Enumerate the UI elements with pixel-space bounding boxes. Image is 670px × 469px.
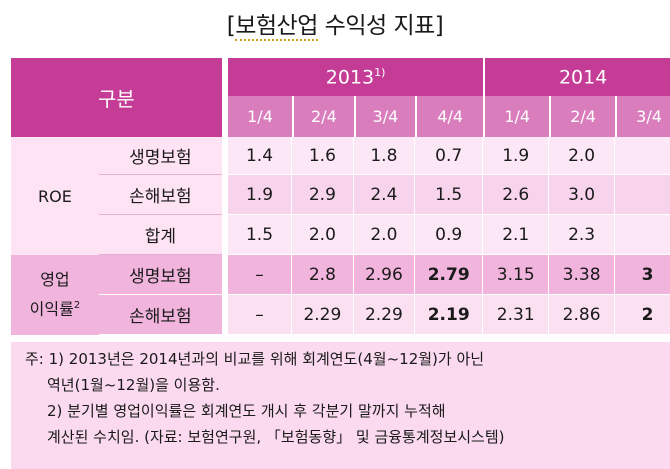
table-cell: 1.5: [221, 215, 293, 255]
table-cell: 3.0: [549, 175, 616, 215]
table-cell: [615, 215, 670, 255]
year-header-2013: 20131): [221, 58, 484, 96]
page-title: [보험산업 수익성 지표]: [0, 6, 670, 41]
table-cell: 1.8: [353, 137, 416, 175]
category-roe: ROE: [11, 137, 99, 255]
table-row: 합계 1.5 2.0 2.0 0.9 2.1 2.3: [11, 215, 670, 255]
table-cell: [615, 175, 670, 215]
table-cell: [615, 137, 670, 175]
row-label: 손해보험: [98, 175, 222, 215]
table-row: 손해보험 1.9 2.9 2.4 1.5 2.6 3.0: [11, 175, 670, 215]
row-label: 손해보험: [98, 295, 222, 335]
table-cell: 2.3: [549, 215, 616, 255]
quarter-header: 3/4: [353, 96, 416, 137]
table-cell: 2.86: [549, 295, 616, 335]
footnote-line: 2) 분기별 영업이익률은 회계연도 개시 후 각분기 말까지 누적해: [47, 402, 446, 420]
table-cell: 2.6: [483, 175, 550, 215]
table-cell: 1.4: [221, 137, 293, 175]
table-cell: 2.4: [353, 175, 416, 215]
table-cell: 2.0: [353, 215, 416, 255]
table-cell: 1.6: [292, 137, 354, 175]
quarter-header: 3/4: [615, 96, 670, 137]
category-label-line1: 영업: [40, 270, 70, 290]
title-bracket: [: [226, 13, 236, 39]
quarter-header: 4/4: [415, 96, 484, 137]
row-label: 합계: [98, 215, 222, 255]
table-row: ROE 생명보험 1.4 1.6 1.8 0.7 1.9 2.0: [11, 137, 670, 255]
table-row: 영업 이익률2 생명보험 – 2.8 2.96 2.79 3.15 3.38 3: [11, 255, 670, 335]
year-header-2014: 2014: [483, 58, 670, 96]
table-cell: 2.1: [483, 215, 550, 255]
footnote-line: 역년(1월~12월)을 이용함.: [47, 376, 220, 394]
quarter-header: 1/4: [221, 96, 293, 137]
table-cell: 2.9: [292, 175, 354, 215]
table-cell: –: [221, 255, 293, 295]
table-cell: 1.9: [483, 137, 550, 175]
table-cell: 3: [615, 255, 670, 295]
table-cell: 2.29: [292, 295, 354, 335]
table-cell: 2.0: [292, 215, 354, 255]
quarter-header: 2/4: [292, 96, 354, 137]
table-cell: 2.0: [549, 137, 616, 175]
table-cell: 2: [615, 295, 670, 335]
footnote-box: 주: 1) 2013년은 2014년과의 비교를 위해 회계연도(4월~12월)…: [11, 342, 670, 469]
category-operating-margin: 영업 이익률2: [11, 255, 99, 335]
table-cell: 1.9: [221, 175, 293, 215]
profitability-table: 구분 20131) 2014 1/4 2/4 3/4 4/4 1/4 2/4 3…: [11, 58, 670, 335]
footnote-line: 계산된 수치임. (자료: 보험연구원, 「보험동향」 및 금융통계정보시스템): [47, 428, 505, 446]
title-underlined-word: 보험산업: [235, 13, 318, 41]
table-row: 손해보험 – 2.29 2.29 2.19 2.31 2.86 2: [11, 295, 670, 335]
table-cell: 0.7: [415, 137, 484, 175]
table-cell: 2.29: [353, 295, 416, 335]
quarter-header: 1/4: [483, 96, 550, 137]
row-label: 생명보험: [98, 255, 222, 295]
table-cell: 0.9: [415, 215, 484, 255]
table-cell: 2.19: [415, 295, 484, 335]
category-label-line2: 이익률: [29, 299, 74, 319]
table-cell: 2.96: [353, 255, 416, 295]
footnote-line: 주: 1) 2013년은 2014년과의 비교를 위해 회계연도(4월~12월)…: [25, 350, 485, 368]
table-cell: 2.79: [415, 255, 484, 295]
table-cell: –: [221, 295, 293, 335]
table-cell: 3.38: [549, 255, 616, 295]
table-cell: 2.31: [483, 295, 550, 335]
header-corner: 구분: [11, 58, 222, 137]
category-label-sup: 2: [73, 300, 81, 312]
table-cell: 3.15: [483, 255, 550, 295]
table-cell: 1.5: [415, 175, 484, 215]
table-cell: 2.8: [292, 255, 354, 295]
quarter-header: 2/4: [549, 96, 616, 137]
title-rest: 수익성 지표]: [317, 13, 444, 39]
row-label: 생명보험: [98, 137, 222, 175]
